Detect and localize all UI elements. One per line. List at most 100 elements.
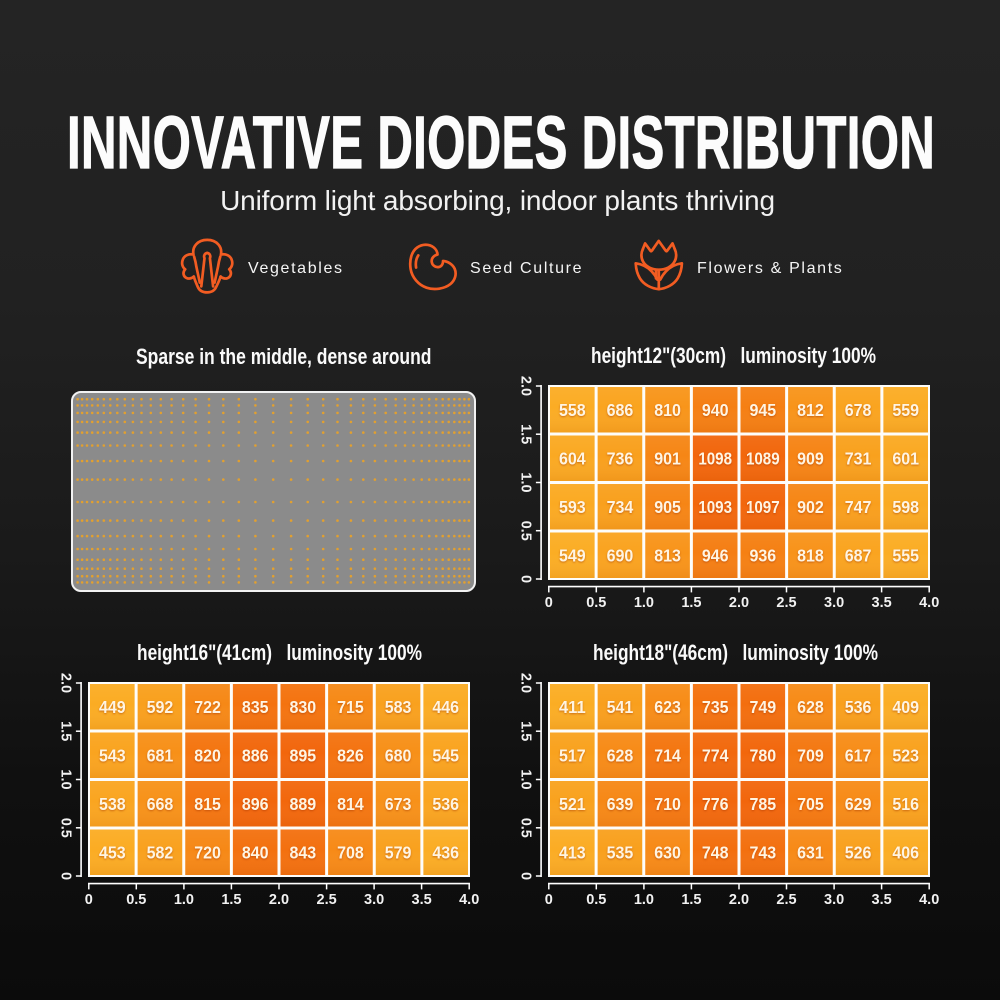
svg-text:886: 886 xyxy=(242,745,269,765)
svg-text:0.5: 0.5 xyxy=(126,891,146,907)
svg-text:1.0: 1.0 xyxy=(633,891,653,907)
svg-text:776: 776 xyxy=(701,793,728,813)
svg-text:543: 543 xyxy=(99,745,126,765)
svg-text:579: 579 xyxy=(385,842,412,862)
svg-text:549: 549 xyxy=(558,546,585,566)
svg-text:559: 559 xyxy=(892,400,919,420)
svg-text:558: 558 xyxy=(558,400,585,420)
svg-text:936: 936 xyxy=(749,546,776,566)
svg-text:3.0: 3.0 xyxy=(824,595,844,611)
svg-text:1097: 1097 xyxy=(745,497,779,517)
svg-text:722: 722 xyxy=(194,696,221,716)
svg-text:1.5: 1.5 xyxy=(517,424,533,444)
svg-text:2.0: 2.0 xyxy=(269,891,289,907)
svg-text:2.0: 2.0 xyxy=(517,376,533,396)
svg-text:4.0: 4.0 xyxy=(919,595,939,611)
svg-text:1.0: 1.0 xyxy=(174,891,194,907)
svg-text:896: 896 xyxy=(242,793,269,813)
svg-text:536: 536 xyxy=(844,696,871,716)
svg-text:905: 905 xyxy=(654,497,681,517)
svg-text:820: 820 xyxy=(194,745,221,765)
svg-text:678: 678 xyxy=(844,400,871,420)
svg-text:736: 736 xyxy=(606,449,633,469)
svg-text:909: 909 xyxy=(797,449,824,469)
svg-text:830: 830 xyxy=(289,696,316,716)
svg-text:680: 680 xyxy=(385,745,412,765)
svg-text:0.5: 0.5 xyxy=(57,817,73,837)
svg-text:813: 813 xyxy=(654,546,681,566)
svg-text:413: 413 xyxy=(558,842,585,862)
svg-text:668: 668 xyxy=(147,793,174,813)
svg-text:889: 889 xyxy=(289,793,316,813)
svg-text:592: 592 xyxy=(147,696,174,716)
svg-text:673: 673 xyxy=(385,793,412,813)
svg-text:710: 710 xyxy=(654,793,681,813)
svg-text:2.0: 2.0 xyxy=(517,672,533,692)
svg-text:593: 593 xyxy=(558,497,585,517)
svg-text:815: 815 xyxy=(194,793,221,813)
svg-text:1.0: 1.0 xyxy=(517,473,533,493)
svg-text:818: 818 xyxy=(797,546,824,566)
svg-text:436: 436 xyxy=(432,842,459,862)
svg-text:582: 582 xyxy=(147,842,174,862)
svg-text:406: 406 xyxy=(892,842,919,862)
svg-text:4.0: 4.0 xyxy=(459,891,479,907)
svg-text:598: 598 xyxy=(892,497,919,517)
svg-text:715: 715 xyxy=(337,696,364,716)
svg-text:743: 743 xyxy=(749,842,776,862)
svg-text:705: 705 xyxy=(797,793,824,813)
svg-text:1.5: 1.5 xyxy=(681,891,701,907)
svg-text:780: 780 xyxy=(749,745,776,765)
svg-text:3.0: 3.0 xyxy=(824,891,844,907)
svg-text:3.5: 3.5 xyxy=(412,891,432,907)
svg-text:631: 631 xyxy=(797,842,824,862)
svg-text:526: 526 xyxy=(844,842,871,862)
svg-text:2.5: 2.5 xyxy=(776,595,796,611)
svg-text:0.5: 0.5 xyxy=(517,521,533,541)
svg-text:1.5: 1.5 xyxy=(681,595,701,611)
svg-text:690: 690 xyxy=(606,546,633,566)
svg-text:583: 583 xyxy=(385,696,412,716)
svg-text:748: 748 xyxy=(701,842,728,862)
svg-text:687: 687 xyxy=(844,546,871,566)
svg-text:940: 940 xyxy=(701,400,728,420)
svg-text:453: 453 xyxy=(99,842,126,862)
svg-text:623: 623 xyxy=(654,696,681,716)
svg-text:826: 826 xyxy=(337,745,364,765)
svg-text:523: 523 xyxy=(892,745,919,765)
svg-text:521: 521 xyxy=(558,793,585,813)
svg-text:1.0: 1.0 xyxy=(633,595,653,611)
svg-text:749: 749 xyxy=(749,696,776,716)
svg-text:902: 902 xyxy=(797,497,824,517)
svg-text:0: 0 xyxy=(544,595,552,611)
svg-text:814: 814 xyxy=(337,793,364,813)
svg-text:3.5: 3.5 xyxy=(871,891,891,907)
svg-text:0: 0 xyxy=(85,891,93,907)
svg-text:639: 639 xyxy=(606,793,633,813)
svg-text:604: 604 xyxy=(558,449,585,469)
svg-text:538: 538 xyxy=(99,793,126,813)
svg-text:630: 630 xyxy=(654,842,681,862)
svg-text:541: 541 xyxy=(606,696,633,716)
svg-text:735: 735 xyxy=(701,696,728,716)
svg-text:617: 617 xyxy=(844,745,871,765)
svg-text:449: 449 xyxy=(99,696,126,716)
svg-text:1089: 1089 xyxy=(745,449,779,469)
svg-text:840: 840 xyxy=(242,842,269,862)
svg-text:946: 946 xyxy=(701,546,728,566)
svg-text:409: 409 xyxy=(892,696,919,716)
svg-text:411: 411 xyxy=(558,696,585,716)
svg-text:2.5: 2.5 xyxy=(317,891,337,907)
svg-text:774: 774 xyxy=(701,745,728,765)
svg-text:2.0: 2.0 xyxy=(728,595,748,611)
svg-text:1.5: 1.5 xyxy=(57,721,73,741)
svg-text:1098: 1098 xyxy=(698,449,732,469)
svg-text:835: 835 xyxy=(242,696,269,716)
svg-text:734: 734 xyxy=(606,497,633,517)
svg-text:0: 0 xyxy=(517,871,533,879)
svg-text:708: 708 xyxy=(337,842,364,862)
svg-text:555: 555 xyxy=(892,546,919,566)
svg-text:709: 709 xyxy=(797,745,824,765)
svg-text:1.0: 1.0 xyxy=(517,769,533,789)
svg-text:2.5: 2.5 xyxy=(776,891,796,907)
